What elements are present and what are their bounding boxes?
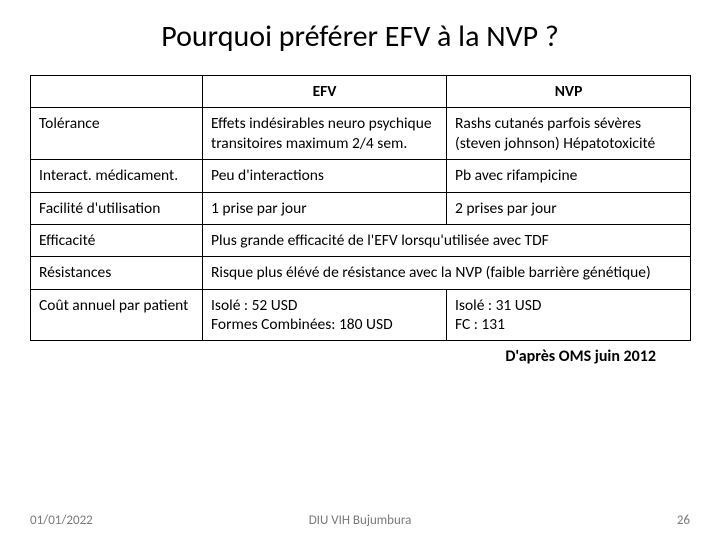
row-label: Résistances xyxy=(31,257,203,289)
row-label: Coût annuel par patient xyxy=(31,289,203,341)
cell-efv: Effets indésirables neuro psychique tran… xyxy=(203,108,447,160)
cell-efv: Isolé : 52 USD Formes Combinées: 180 USD xyxy=(203,289,447,341)
comparison-table: EFV NVP Tolérance Effets indésirables ne… xyxy=(30,75,691,341)
slide-footer: 01/01/2022 DIU VIH Bujumbura 26 xyxy=(0,513,720,528)
table-row: Tolérance Effets indésirables neuro psyc… xyxy=(31,108,691,160)
cell-nvp: 2 prises par jour xyxy=(447,192,691,224)
cell-nvp: Isolé : 31 USD FC : 131 xyxy=(447,289,691,341)
table-row: Facilité d'utilisation 1 prise par jour … xyxy=(31,192,691,224)
cell-nvp: Pb avec rifampicine xyxy=(447,160,691,192)
table-row: Interact. médicament. Peu d'interactions… xyxy=(31,160,691,192)
cell-nvp: Rashs cutanés parfois sévères (steven jo… xyxy=(447,108,691,160)
header-efv: EFV xyxy=(203,76,447,108)
table-row: Efficacité Plus grande efficacité de l'E… xyxy=(31,224,691,256)
footer-page-number: 26 xyxy=(677,513,690,528)
row-label: Interact. médicament. xyxy=(31,160,203,192)
cell-span: Risque plus élévé de résistance avec la … xyxy=(203,257,691,289)
cell-span: Plus grande efficacité de l'EFV lorsqu'u… xyxy=(203,224,691,256)
row-label: Facilité d'utilisation xyxy=(31,192,203,224)
header-nvp: NVP xyxy=(447,76,691,108)
table-row: Coût annuel par patient Isolé : 52 USD F… xyxy=(31,289,691,341)
row-label: Efficacité xyxy=(31,224,203,256)
footer-date: 01/01/2022 xyxy=(30,513,93,528)
footer-center: DIU VIH Bujumbura xyxy=(309,513,412,528)
table-header-row: EFV NVP xyxy=(31,76,691,108)
slide-title: Pourquoi préférer EFV à la NVP ? xyxy=(30,18,690,55)
table-row: Résistances Risque plus élévé de résista… xyxy=(31,257,691,289)
source-citation: D'après OMS juin 2012 xyxy=(30,347,656,366)
cell-efv: Peu d'interactions xyxy=(203,160,447,192)
header-blank xyxy=(31,76,203,108)
row-label: Tolérance xyxy=(31,108,203,160)
cell-efv: 1 prise par jour xyxy=(203,192,447,224)
